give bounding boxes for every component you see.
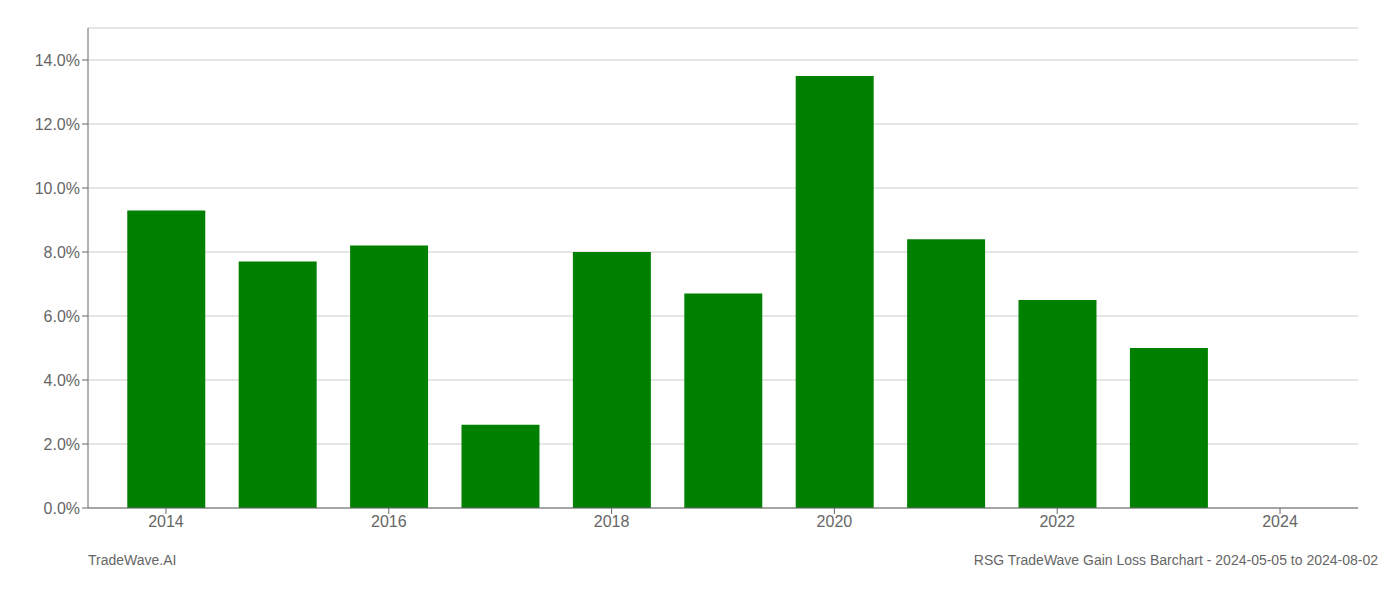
svg-text:4.0%: 4.0% <box>44 372 80 389</box>
svg-text:2020: 2020 <box>817 513 853 530</box>
svg-text:6.0%: 6.0% <box>44 308 80 325</box>
svg-text:2018: 2018 <box>594 513 630 530</box>
svg-text:0.0%: 0.0% <box>44 500 80 517</box>
html-text:RSG TradeWave Gain Loss Barcha: RSG TradeWave Gain Loss Barchart - 2024-… <box>973 552 1378 568</box>
svg-text:12.0%: 12.0% <box>35 116 80 133</box>
svg-text:2022: 2022 <box>1039 513 1075 530</box>
svg-text:2024: 2024 <box>1262 513 1298 530</box>
svg-text:8.0%: 8.0% <box>44 244 80 261</box>
svg-text:2014: 2014 <box>148 513 184 530</box>
html-text:TradeWave.AI: TradeWave.AI <box>88 552 177 568</box>
svg-text:10.0%: 10.0% <box>35 180 80 197</box>
svg-text:2.0%: 2.0% <box>44 436 80 453</box>
svg-text:14.0%: 14.0% <box>35 52 80 69</box>
svg-text:2016: 2016 <box>371 513 407 530</box>
